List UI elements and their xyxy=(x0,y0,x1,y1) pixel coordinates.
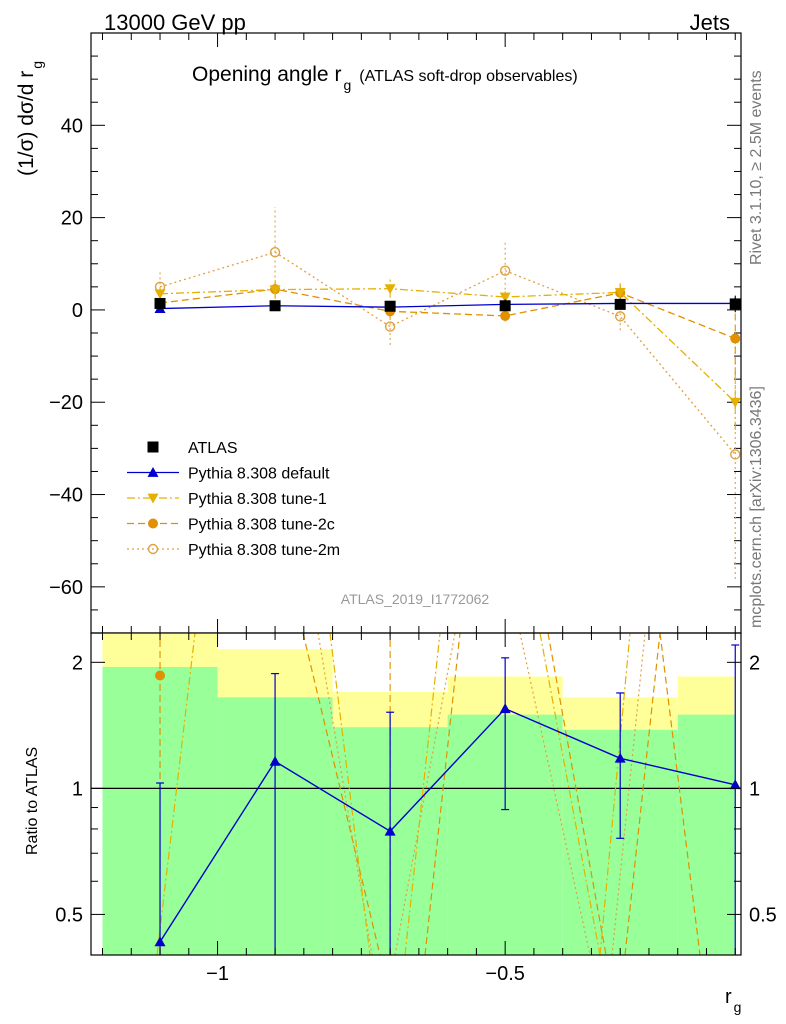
ratio-y-tick-label: 0.5 xyxy=(55,904,83,926)
data-point xyxy=(269,247,281,258)
data-point xyxy=(384,300,396,312)
ratio-tune-line xyxy=(599,633,631,955)
legend-label: Pythia 8.308 tune-2c xyxy=(188,517,335,534)
data-point xyxy=(269,300,281,312)
main-y-tick-label: 0 xyxy=(72,300,83,322)
ratio-tune-line xyxy=(611,633,646,955)
ratio-data-point xyxy=(384,825,396,836)
data-point xyxy=(499,300,511,312)
data-point xyxy=(499,292,511,303)
series-2 xyxy=(154,279,741,430)
legend-marker xyxy=(147,467,159,477)
ratio-y-label: Ratio to ATLAS xyxy=(24,747,41,855)
legend-marker xyxy=(147,441,159,453)
ratio-y-tick-label-right: 0.5 xyxy=(749,904,777,926)
ratio-y-tick-label: 1 xyxy=(72,778,83,800)
main-y-tick-label: −60 xyxy=(49,577,83,599)
header-left: 13000 GeV pp xyxy=(104,10,246,35)
series-line xyxy=(160,288,736,403)
ratio-y-tick-label-right: 2 xyxy=(749,652,760,674)
ratio-panel: 0.5 0.5 1 1 2 2 −1 −0.5 xyxy=(55,632,777,985)
ratio-data-point xyxy=(614,752,626,763)
ratio-data-point xyxy=(499,703,511,714)
ratio-frame xyxy=(90,632,742,956)
data-point xyxy=(384,284,396,295)
ratio-tune-line xyxy=(659,633,701,955)
legend-marker xyxy=(147,543,159,555)
ratio-marks xyxy=(91,633,741,955)
data-point xyxy=(729,397,741,408)
ratio-tune-line xyxy=(539,633,601,955)
rivet-label: Rivet 3.1.10, ≥ 2.5M events xyxy=(748,70,765,265)
main-marks xyxy=(154,207,741,579)
data-point xyxy=(154,289,166,300)
ratio-x-tick-label: −0.5 xyxy=(485,963,524,985)
main-y-tick-label: 40 xyxy=(61,115,83,137)
ratio-data-point xyxy=(729,779,741,790)
series-line xyxy=(160,302,736,310)
ratio-y-tick-label: 2 xyxy=(72,652,83,674)
ratio-tune-line xyxy=(404,633,441,955)
ratio-y-tick-label-right: 1 xyxy=(749,778,760,800)
legend-label: Pythia 8.308 tune-1 xyxy=(188,491,327,508)
data-point xyxy=(500,310,511,321)
series-line xyxy=(159,288,736,340)
ratio-tune-line xyxy=(156,633,196,955)
data-point xyxy=(730,333,741,344)
series-0 xyxy=(154,295,741,313)
main-y-tick-label: −20 xyxy=(49,392,83,414)
chart-title: Opening angle r g (ATLAS soft-drop observa… xyxy=(192,63,578,93)
header-right: Jets xyxy=(690,10,730,35)
legend-label: ATLAS xyxy=(188,440,238,457)
main-y-tick-label: −40 xyxy=(49,485,83,507)
data-point xyxy=(730,449,741,460)
data-point xyxy=(729,298,741,310)
main-y-label: (1/σ) dσ/d rg xyxy=(15,61,45,176)
data-point xyxy=(269,285,281,296)
ratio-tune-point xyxy=(155,670,166,681)
legend-label: Pythia 8.308 default xyxy=(188,466,330,483)
legend-marker xyxy=(147,493,159,504)
legend: ATLAS Pythia 8.308 default Pythia 8.308 tu… xyxy=(127,440,340,559)
ratio-tune-line xyxy=(302,633,381,955)
ratio-bands xyxy=(102,633,736,955)
watermark: ATLAS_2019_I1772062 xyxy=(341,591,490,607)
ratio-tune-line xyxy=(424,633,461,955)
ratio-tune-line xyxy=(624,633,661,955)
ratio-data-point xyxy=(269,755,281,766)
main-y-tick-label: 20 xyxy=(61,208,83,230)
series-3 xyxy=(155,279,741,376)
mcplots-label: mcplots.cern.ch [arXiv:1306.3436] xyxy=(748,386,765,628)
data-point xyxy=(614,298,626,310)
main-panel: Opening angle r g (ATLAS soft-drop observa… xyxy=(49,32,742,634)
legend-label: Pythia 8.308 tune-2m xyxy=(188,542,340,559)
ratio-axes: 0.5 0.5 1 1 2 2 −1 −0.5 xyxy=(55,633,777,985)
ratio-data-point xyxy=(154,936,166,947)
data-point xyxy=(154,297,166,309)
data-point xyxy=(615,311,626,322)
legend-marker xyxy=(148,518,158,529)
data-point xyxy=(384,321,396,332)
main-y-axis: −60 −40 −20 0 20 40 xyxy=(49,32,741,634)
ratio-tune-line xyxy=(329,633,371,955)
ratio-default-series xyxy=(154,644,741,955)
data-point xyxy=(614,287,626,298)
ratio-default-line xyxy=(159,707,736,943)
data-point xyxy=(499,265,511,276)
ratio-x-tick-label: −1 xyxy=(206,963,229,985)
ratio-green-band xyxy=(677,714,736,955)
series-line xyxy=(159,251,736,455)
